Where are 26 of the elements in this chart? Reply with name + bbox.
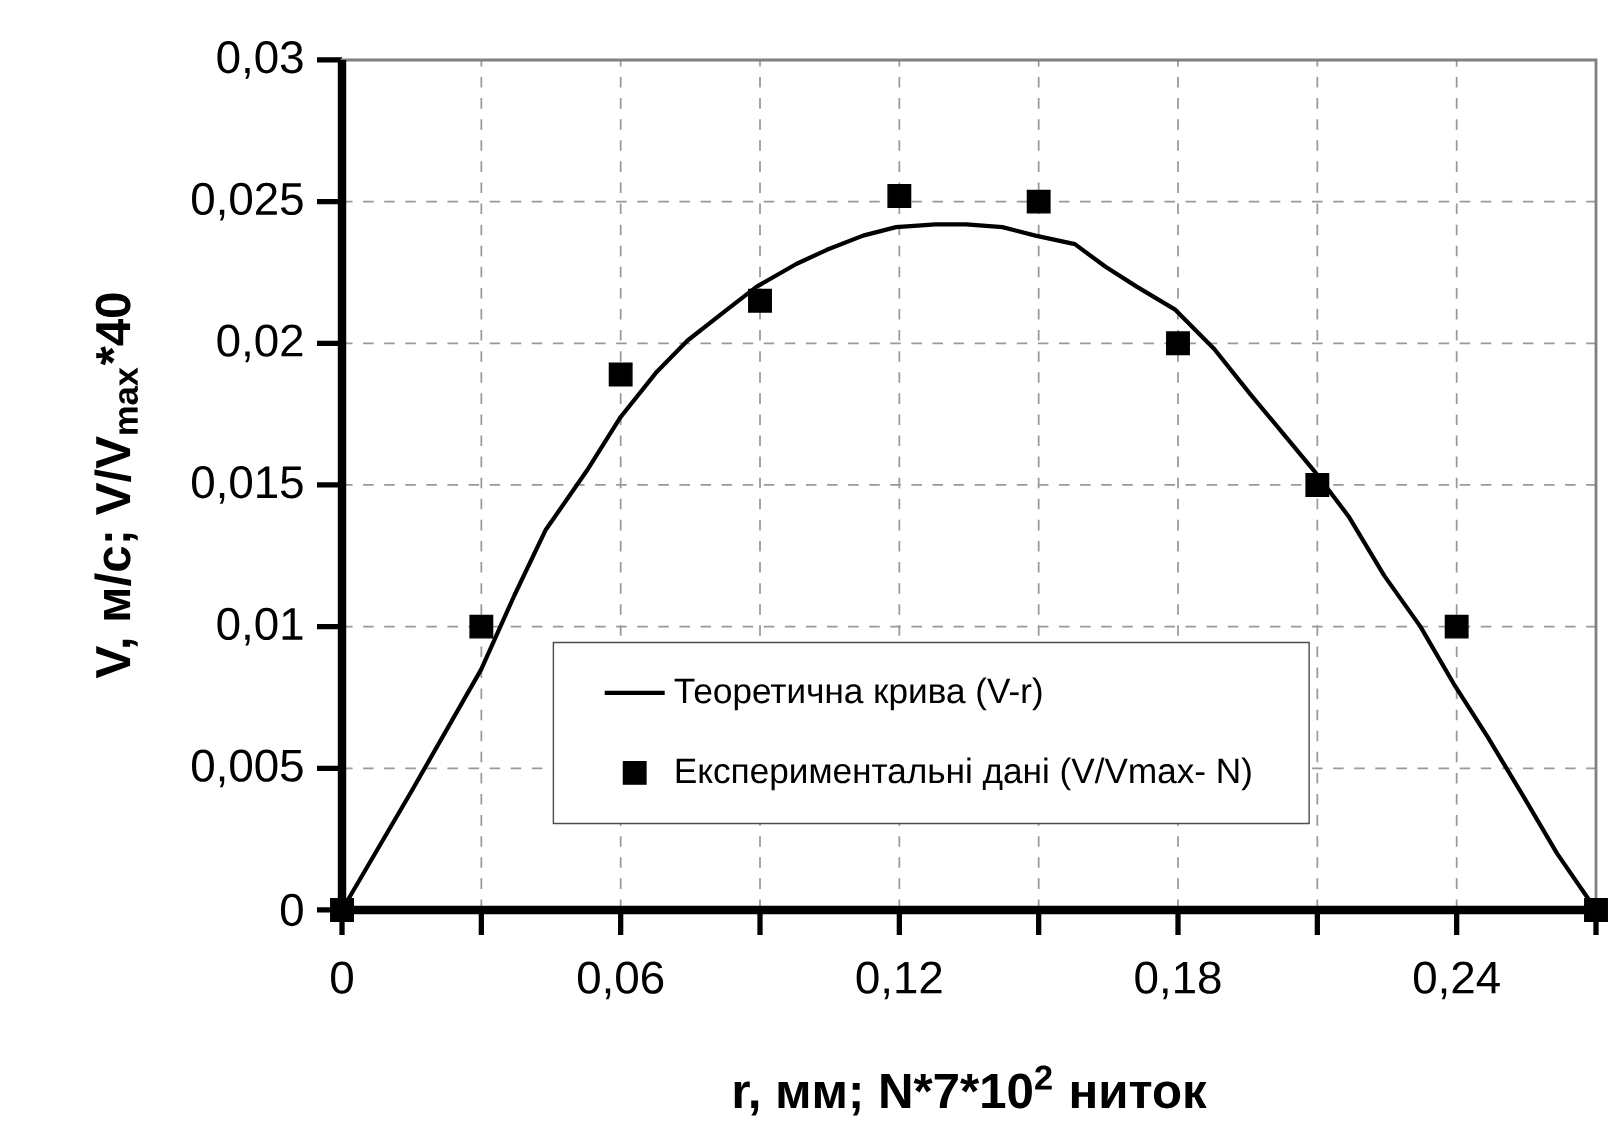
x-tick-label: 0,12 (856, 961, 942, 1000)
x-tick-label: 0,06 (577, 961, 664, 1000)
y-tick-label: 0,02 (217, 324, 303, 363)
point (1166, 331, 1190, 356)
point (608, 362, 633, 387)
point (1305, 473, 1330, 497)
y-tick-label: 0,01 (217, 607, 303, 646)
point (330, 898, 354, 922)
x-tick-label: 0,24 (1413, 961, 1500, 1000)
y-tick-label: 0,005 (192, 749, 303, 788)
y-tick-label: 0 (280, 893, 303, 927)
y-tick-label: 0,015 (192, 466, 303, 504)
point (748, 288, 772, 313)
point (1444, 614, 1469, 639)
point (887, 184, 912, 208)
x-axis-title: r, мм; N*7*10$^{2}$ ниток (734, 1065, 1207, 1116)
y-tick-label: 0,025 (192, 182, 303, 221)
point (1026, 189, 1051, 214)
point (469, 614, 494, 639)
y-tick-label: 0,03 (217, 41, 303, 79)
legend-label: Теоретична крива (V-r) (674, 677, 1042, 711)
x-tick-label: 0 (331, 961, 353, 994)
x-tick-label: 0,18 (1135, 961, 1221, 1000)
legend-label: Експериментальні дані (V/Vmax- N) (676, 757, 1251, 791)
y-axis-title: V, м/с; V/V$_{max}$*40 (94, 293, 138, 679)
point (1584, 898, 1608, 922)
